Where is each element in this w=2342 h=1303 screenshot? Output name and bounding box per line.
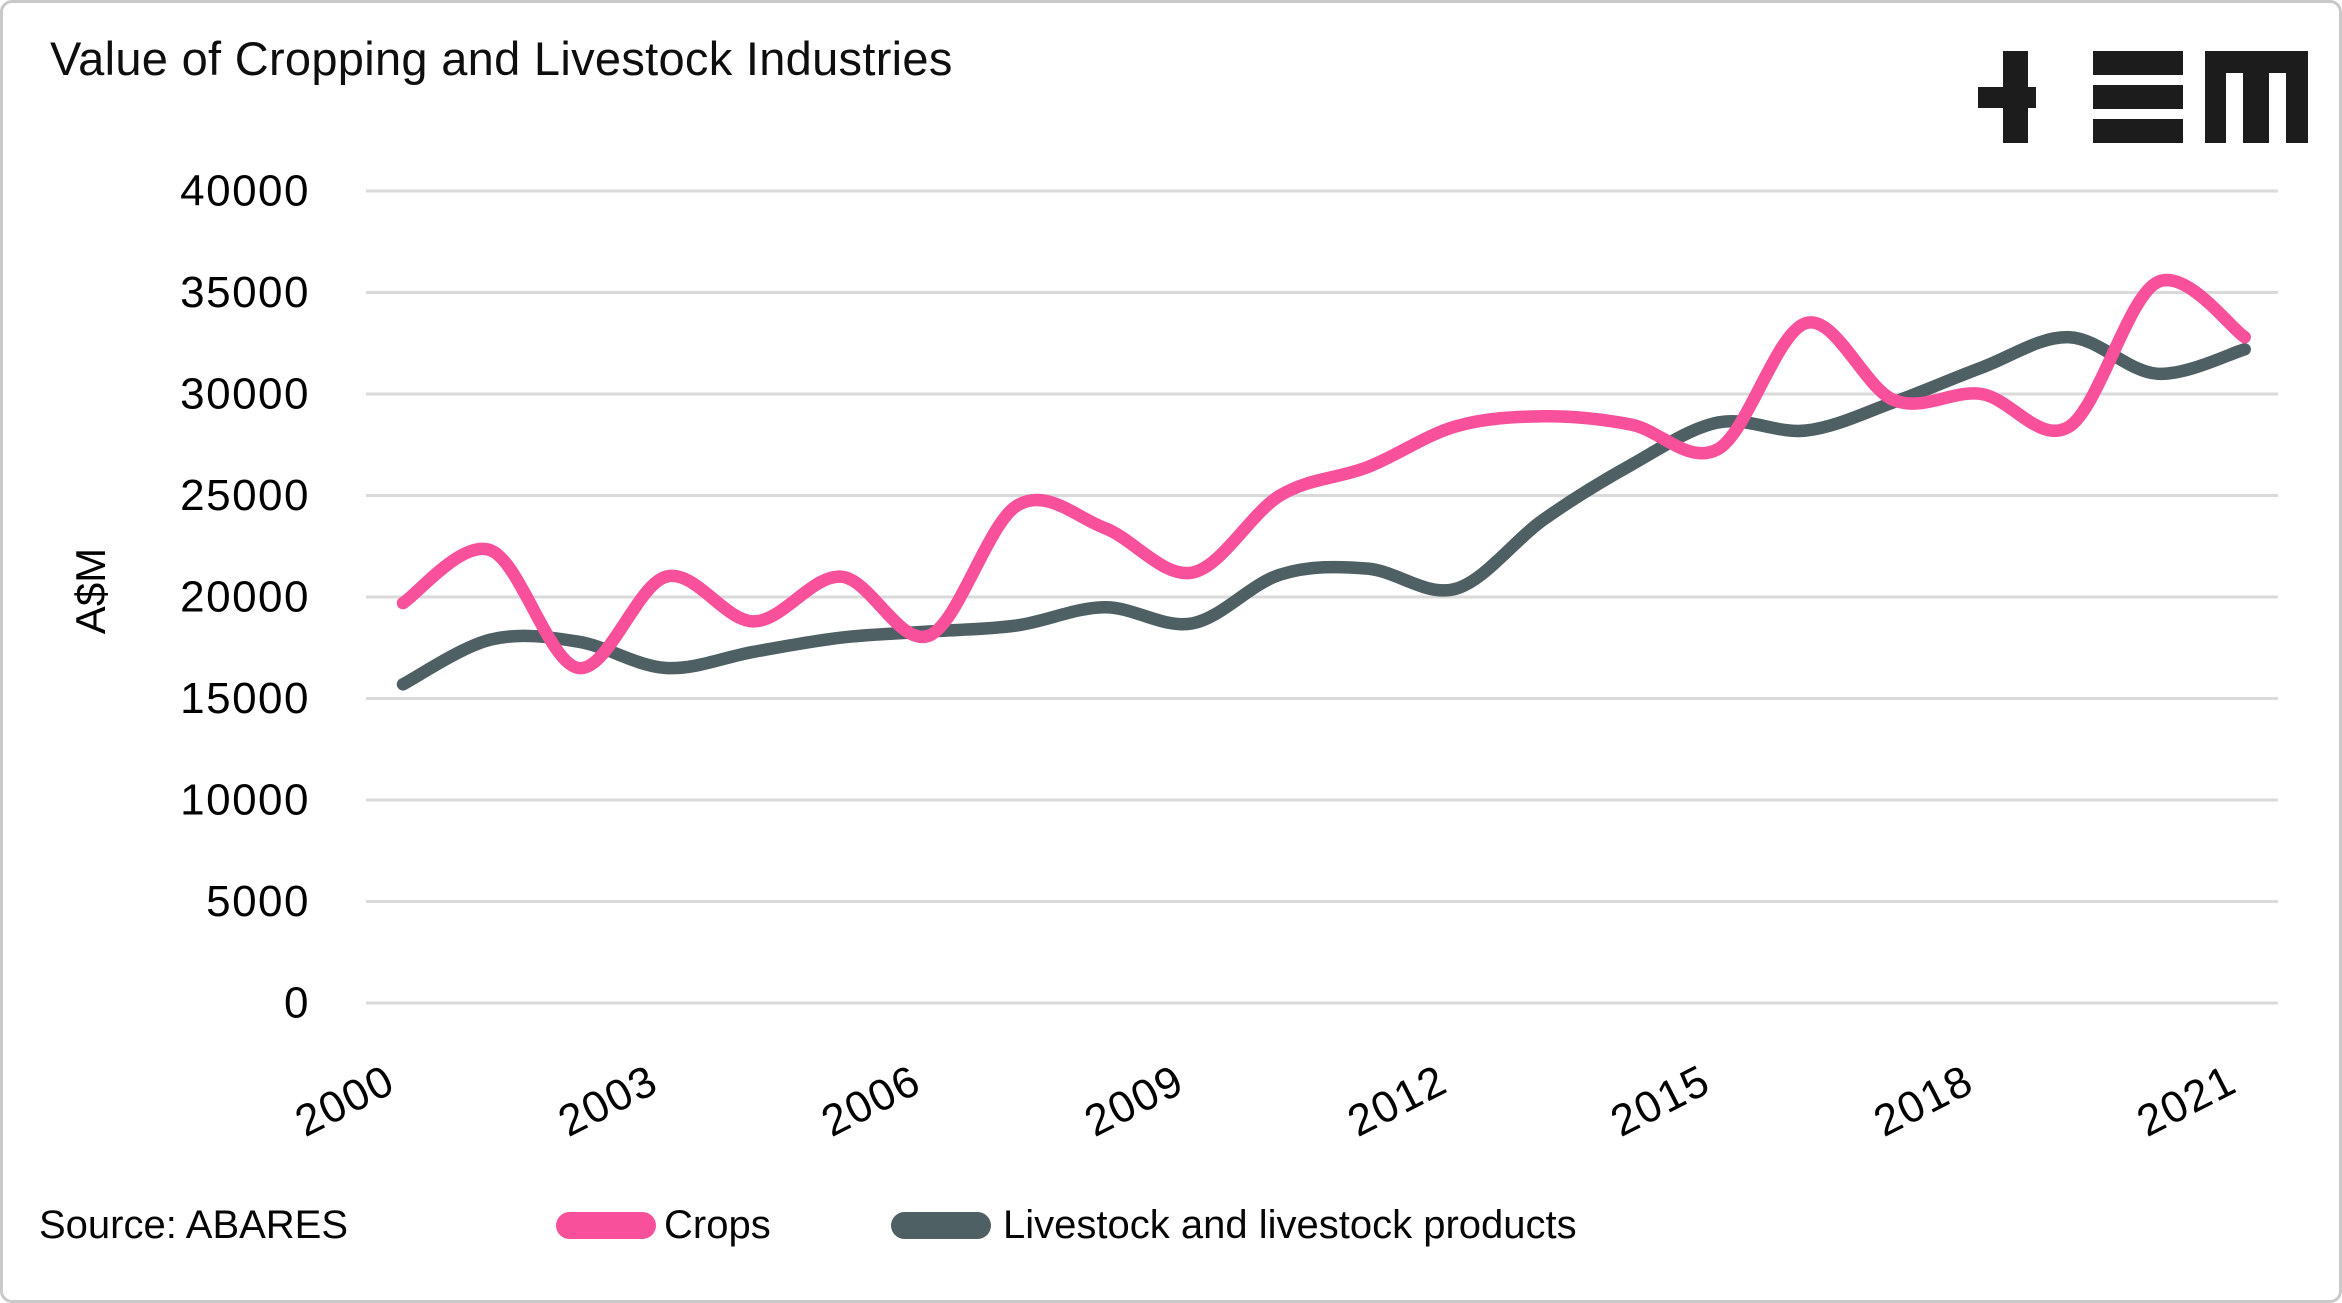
crops-line	[396, 273, 2251, 675]
logo-plus-horizontal	[1978, 87, 2036, 108]
y-tick-label: 30000	[180, 370, 310, 419]
y-tick-label: 15000	[180, 674, 310, 723]
x-tick-label: 2000	[288, 1056, 403, 1147]
logo-bar-middle	[2093, 85, 2183, 109]
y-tick-label: 10000	[180, 776, 310, 825]
x-tick-group: 2000	[288, 1056, 403, 1147]
line-chart: 40000 35000 30000 25000 20000 15000 10000 5000 0…	[180, 167, 2278, 1147]
y-tick-label: 20000	[180, 573, 310, 622]
x-tick-group: 2015	[1603, 1056, 1718, 1147]
x-tick-label: 2009	[1077, 1056, 1192, 1147]
x-tick-group: 2009	[1077, 1056, 1192, 1147]
x-tick-label: 2018	[1866, 1056, 1981, 1147]
x-tick-label: 2012	[1340, 1056, 1455, 1147]
y-tick-label: 5000	[206, 877, 310, 926]
y-tick-label: 0	[284, 979, 310, 1028]
y-tick-label: 40000	[180, 167, 310, 216]
legend-label-crops: Crops	[664, 1203, 771, 1247]
legend-swatch-crops	[556, 1212, 656, 1239]
plus-equals-m-logo-icon	[1978, 51, 2308, 143]
source-note: Source: ABARES	[39, 1203, 349, 1247]
page-title: Value of Cropping and Livestock Industri…	[50, 32, 953, 85]
x-tick-label: 2006	[814, 1056, 929, 1147]
logo-bar-top	[2093, 51, 2183, 75]
x-tick-group: 2003	[551, 1056, 666, 1147]
x-tick-label: 2021	[2129, 1056, 2244, 1147]
x-tick-label: 2003	[551, 1056, 666, 1147]
x-tick-group: 2018	[1866, 1056, 1981, 1147]
x-tick-group: 2006	[814, 1056, 929, 1147]
y-axis-title: A$M	[67, 547, 114, 635]
legend-swatch-livestock	[891, 1212, 991, 1239]
livestock-line	[396, 330, 2251, 691]
legend-label-livestock: Livestock and livestock products	[1003, 1203, 1577, 1247]
x-tick-label: 2015	[1603, 1056, 1718, 1147]
y-tick-label: 35000	[180, 268, 310, 317]
y-tick-label: 25000	[180, 471, 310, 520]
x-tick-group: 2021	[2129, 1056, 2244, 1147]
logo-bar-bottom	[2093, 119, 2183, 143]
x-tick-group: 2012	[1340, 1056, 1455, 1147]
logo-m-glyph	[2205, 51, 2308, 143]
